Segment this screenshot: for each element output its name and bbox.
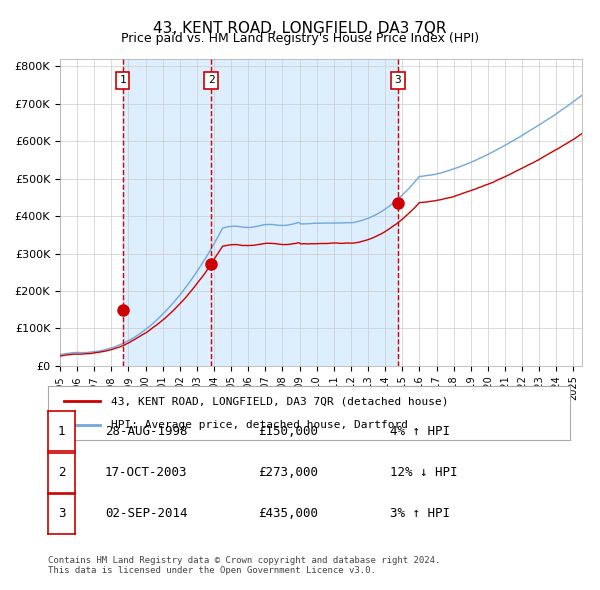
Text: 02-SEP-2014: 02-SEP-2014 — [105, 507, 187, 520]
Text: 3: 3 — [395, 76, 401, 86]
Text: Contains HM Land Registry data © Crown copyright and database right 2024.
This d: Contains HM Land Registry data © Crown c… — [48, 556, 440, 575]
Text: 2: 2 — [208, 76, 215, 86]
Text: 2: 2 — [58, 466, 65, 479]
Text: 43, KENT ROAD, LONGFIELD, DA3 7QR (detached house): 43, KENT ROAD, LONGFIELD, DA3 7QR (detac… — [110, 396, 448, 407]
Text: 1: 1 — [58, 425, 65, 438]
Text: 3% ↑ HPI: 3% ↑ HPI — [390, 507, 450, 520]
Text: 4% ↑ HPI: 4% ↑ HPI — [390, 425, 450, 438]
Text: 17-OCT-2003: 17-OCT-2003 — [105, 466, 187, 479]
Bar — [123, 59, 211, 366]
Text: £435,000: £435,000 — [258, 507, 318, 520]
Text: £273,000: £273,000 — [258, 466, 318, 479]
Text: 43, KENT ROAD, LONGFIELD, DA3 7QR: 43, KENT ROAD, LONGFIELD, DA3 7QR — [153, 21, 447, 35]
Text: 3: 3 — [58, 507, 65, 520]
Text: 12% ↓ HPI: 12% ↓ HPI — [390, 466, 458, 479]
Text: HPI: Average price, detached house, Dartford: HPI: Average price, detached house, Dart… — [110, 419, 407, 430]
Text: Price paid vs. HM Land Registry's House Price Index (HPI): Price paid vs. HM Land Registry's House … — [121, 32, 479, 45]
Bar — [211, 59, 398, 366]
Text: 28-AUG-1998: 28-AUG-1998 — [105, 425, 187, 438]
Text: £150,000: £150,000 — [258, 425, 318, 438]
Text: 1: 1 — [119, 76, 126, 86]
